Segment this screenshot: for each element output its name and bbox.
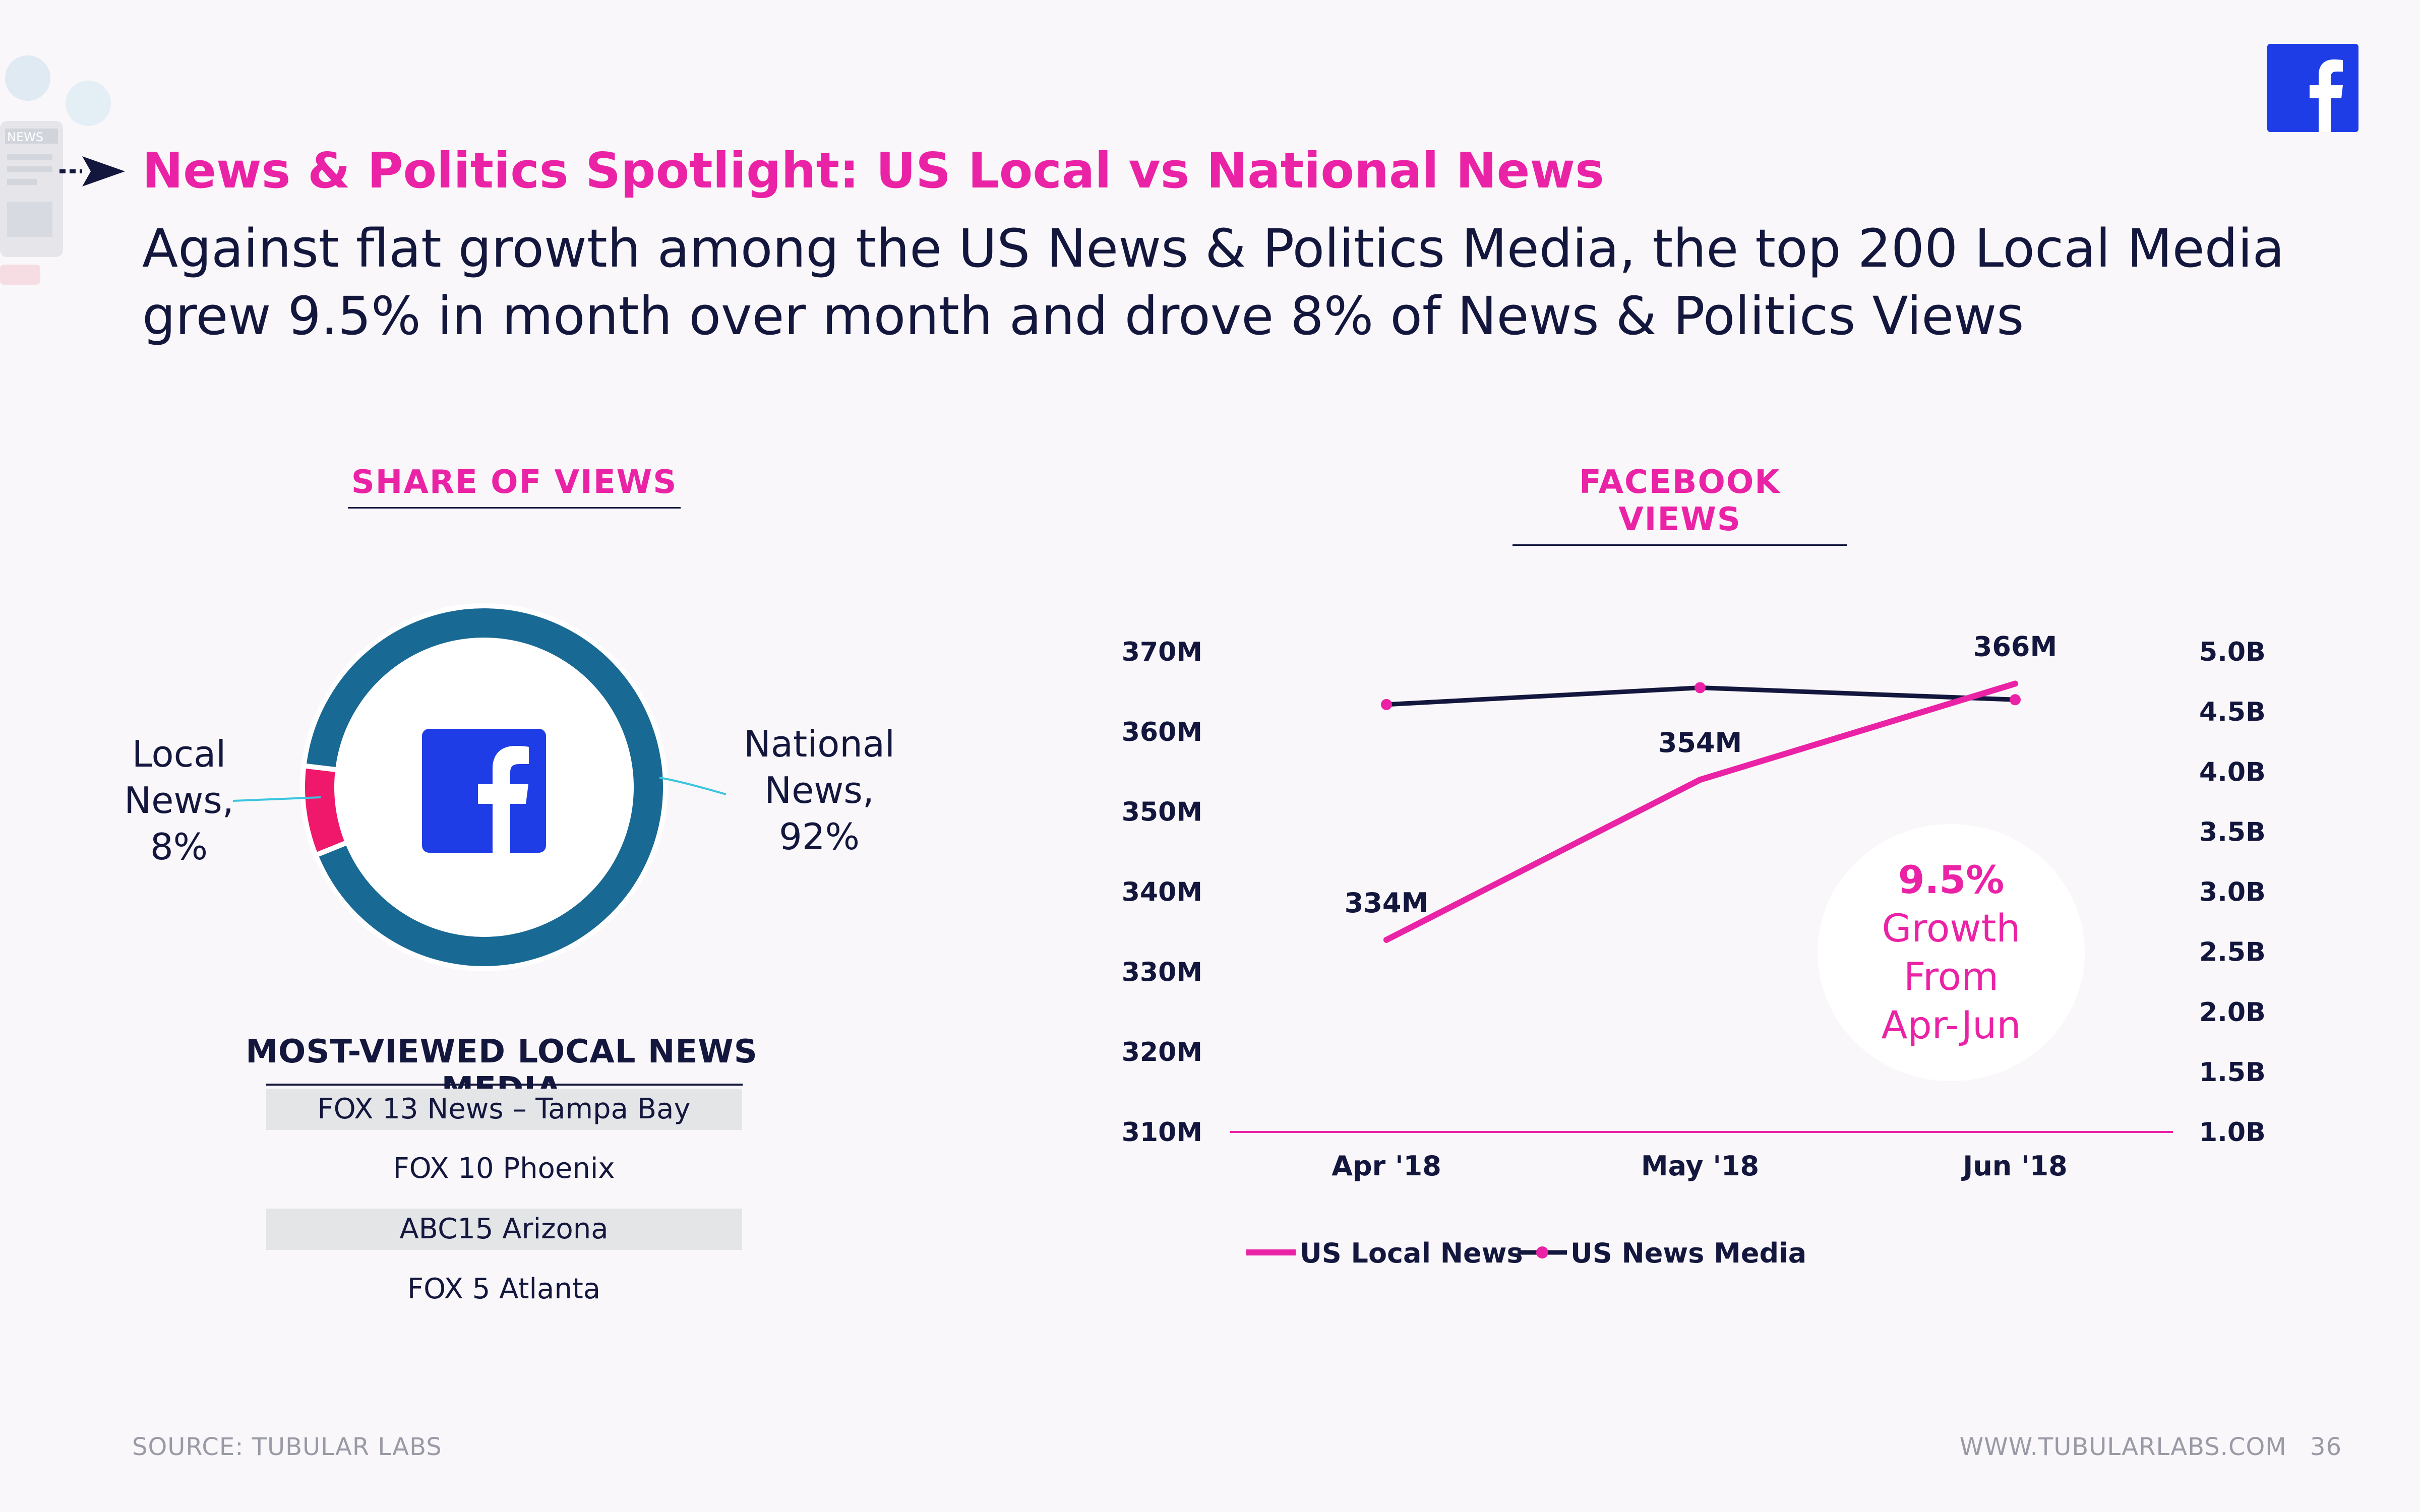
share-of-views-title: SHARE OF VIEWS (348, 464, 681, 509)
us-local-news-point (1383, 936, 1389, 943)
left-axis-tick: 340M (1122, 877, 1202, 908)
facebook-views-line-chart: 310M 320M 330M 340M 350M 360M 370M 1.0B 1.5B 2.0B… (1122, 631, 2266, 1269)
legend-label-local: US Local News (1300, 1237, 1523, 1269)
legend-marker-media (1536, 1246, 1548, 1258)
source-note: SOURCE: TUBULAR LABS (132, 1433, 442, 1461)
facebook-center-logo-icon (422, 729, 546, 853)
deco-news-tag: NEWS (7, 130, 43, 144)
news-illustration-icon: NEWS (0, 55, 111, 285)
site-url: WWW.TUBULARLABS.COM (1959, 1433, 2287, 1461)
right-axis-tick: 1.5B (2199, 1057, 2266, 1088)
local-leader-line (232, 796, 321, 802)
left-axis-tick: 320M (1122, 1037, 1202, 1067)
growth-line-2: From (1903, 954, 1999, 999)
growth-percent: 9.5% (1898, 857, 2005, 902)
share-donut-chart (232, 603, 727, 971)
left-axis-tick: 360M (1122, 717, 1202, 747)
page-subtitle: Against flat growth among the US News & … (142, 218, 2285, 347)
national-news-label: National News, 92% (743, 723, 895, 858)
data-label: 354M (1658, 727, 1742, 759)
us-local-news-point (1697, 777, 1703, 783)
data-label: 366M (1973, 631, 2057, 663)
us-news-media-point (1695, 682, 1706, 694)
right-axis-tick: 3.0B (2199, 877, 2266, 908)
x-axis-tick: Apr '18 (1332, 1150, 1441, 1182)
left-axis-tick: 350M (1122, 797, 1202, 828)
local-news-label: Local News, 8% (124, 733, 234, 868)
left-axis-tick: 310M (1122, 1117, 1202, 1148)
right-axis-tick: 2.5B (2199, 937, 2266, 968)
right-axis-tick: 5.0B (2199, 637, 2266, 667)
list-item: ABC15 Arizona (266, 1209, 742, 1250)
growth-line-3: Apr-Jun (1881, 1002, 2021, 1047)
page-title: News & Politics Spotlight: US Local vs N… (142, 142, 1604, 199)
us-news-media-point (2010, 694, 2021, 706)
us-local-news-point (2012, 680, 2018, 687)
list-item: FOX 10 Phoenix (393, 1152, 615, 1185)
facebook-logo-icon (2267, 44, 2358, 132)
right-axis-tick: 4.5B (2199, 697, 2266, 727)
page-number: 36 (2310, 1433, 2342, 1461)
legend-label-media: US News Media (1570, 1237, 1806, 1269)
list-item: FOX 5 Atlanta (407, 1273, 601, 1305)
growth-line-1: Growth (1882, 906, 2021, 951)
list-item: FOX 13 News – Tampa Bay (266, 1089, 742, 1130)
left-axis-tick: 370M (1122, 637, 1202, 667)
right-axis-tick: 1.0B (2199, 1117, 2266, 1148)
right-axis-tick: 4.0B (2199, 757, 2266, 787)
arrow-icon (59, 156, 125, 186)
right-axis-tick: 3.5B (2199, 817, 2266, 847)
data-label: 334M (1345, 887, 1428, 919)
left-axis-tick: 330M (1122, 957, 1202, 987)
us-news-media-point (1381, 699, 1392, 710)
x-axis-tick: May '18 (1641, 1150, 1759, 1182)
right-axis-tick: 2.0B (2199, 997, 2266, 1028)
footer-url: WWW.TUBULARLABS.COM 36 (1960, 1433, 2342, 1461)
national-leader-line (659, 777, 727, 795)
most-viewed-divider (266, 1084, 743, 1086)
growth-callout: 9.5% Growth From Apr-Jun (1818, 824, 2085, 1081)
donut-slice-national-news (300, 603, 668, 971)
facebook-views-title: FACEBOOK VIEWS (1512, 464, 1847, 546)
x-axis-tick: Jun '18 (1961, 1150, 2067, 1182)
